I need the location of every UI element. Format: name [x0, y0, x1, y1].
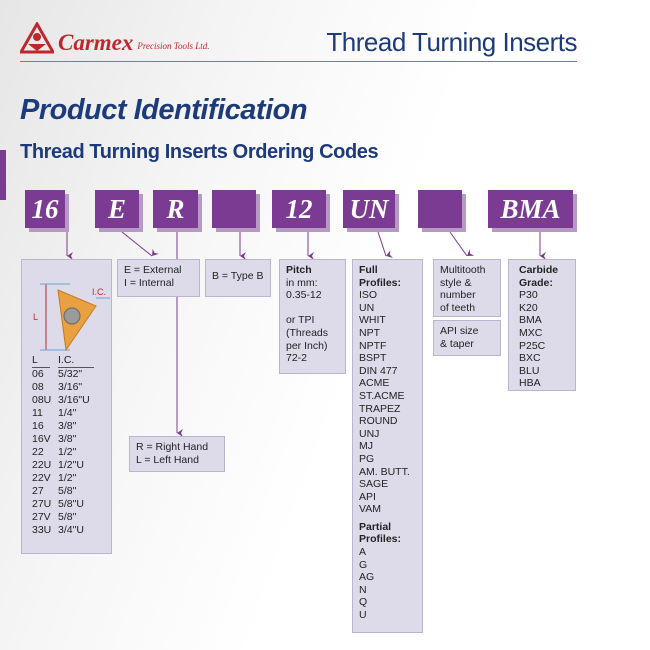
page-title: Product Identification	[20, 94, 308, 126]
profile-item: SAGE	[359, 478, 389, 491]
size-row: 16 3/8"	[32, 420, 77, 432]
size-row: 11 1/4"	[32, 407, 77, 419]
partial-profile-item: A	[359, 546, 367, 559]
partial-profile-item: N	[359, 583, 367, 596]
code-hand: R	[153, 190, 198, 228]
section-marker	[0, 150, 6, 200]
grade-item: MXC	[519, 326, 543, 339]
profile-item: ST.ACME	[359, 389, 405, 402]
multitooth-line: Multitooth	[440, 264, 486, 276]
multitooth-line: number	[440, 289, 476, 302]
profile-item: ISO	[359, 289, 378, 302]
grade-item: BMA	[519, 314, 542, 327]
hand-right: R = Right Hand	[136, 441, 209, 453]
code-profile: UN	[343, 190, 395, 228]
partial-profile-item: U	[359, 609, 367, 622]
pitch-line: (Threads	[286, 326, 329, 339]
type-box: E = External I = Internal	[117, 259, 200, 297]
pitch-line: per Inch)	[286, 339, 328, 352]
code-pitch: 12	[272, 190, 326, 228]
multitooth-line: style &	[440, 276, 472, 289]
grade-box: Carbide Grade: P30 K20 BMA MXC P25C BXC BLU HBA	[508, 259, 576, 391]
multitooth-line: of teeth	[440, 301, 476, 314]
code-size: 16	[25, 190, 65, 228]
pitch-box: Pitch in mm: 0.35-12 or TPI (Threads per Inc…	[279, 259, 346, 374]
svg-text:L: L	[33, 312, 38, 322]
pitch-line	[286, 302, 339, 315]
size-row: 27U 5/8"U	[32, 498, 84, 510]
size-row: 22V 1/2"	[32, 472, 77, 484]
carmex-logo-icon	[20, 22, 54, 54]
code-typeb	[212, 190, 256, 228]
typeb-text: B = Type B	[212, 270, 264, 282]
type-external: E = External	[124, 264, 182, 276]
profile-item: UNJ	[359, 427, 380, 440]
size-row: 06 5/32"	[32, 368, 83, 380]
profile-item: WHIT	[359, 314, 386, 327]
brand-name: Carmex	[58, 30, 134, 55]
grade-item: K20	[519, 301, 538, 314]
header-divider	[20, 61, 577, 62]
profile-item: VAM	[359, 503, 381, 516]
carmex-logo: Carmex Precision Tools Ltd.	[20, 22, 210, 54]
profile-item: ROUND	[359, 415, 398, 428]
api-box: API size & taper	[433, 320, 501, 356]
svg-text:I.C.: I.C.	[92, 287, 106, 297]
type-internal: I = Internal	[124, 276, 174, 289]
multitooth-box: Multitooth style & number of teeth	[433, 259, 501, 317]
pitch-line: 72-2	[286, 352, 308, 365]
size-table: L I.C. 06 5/32" 08 3/16" 08U 3/16"U 11 1/4" 16 3/…	[32, 354, 104, 537]
partial-profile-item: AG	[359, 571, 375, 584]
code-multitooth	[418, 190, 462, 228]
grade-item: BXC	[519, 352, 541, 365]
hand-left: L = Left Hand	[136, 453, 199, 466]
partial-profile-item: G	[359, 558, 368, 571]
size-table-header: L I.C.	[32, 354, 104, 368]
partial-profile-item: Q	[359, 596, 368, 609]
profile-item: AM. BUTT.	[359, 465, 410, 478]
profile-item: TRAPEZ	[359, 402, 401, 415]
pitch-line: in mm:	[286, 276, 318, 289]
profile-item: MJ	[359, 440, 373, 453]
size-row: 16V 3/8"	[32, 433, 77, 445]
size-row: 08 3/16"	[32, 381, 83, 393]
code-grade: BMA	[488, 190, 573, 228]
profile-item: DIN 477	[359, 364, 398, 377]
brand-subtitle: Precision Tools Ltd.	[137, 41, 210, 51]
profile-item: NPTF	[359, 339, 387, 352]
pitch-line: 0.35-12	[286, 289, 322, 302]
profile-item: UN	[359, 301, 375, 314]
pitch-line: or TPI	[286, 314, 315, 327]
profile-box: Full Profiles: ISO UN WHIT NPT NPTF BSPT DIN 47…	[352, 259, 423, 633]
grade-item: BLU	[519, 364, 540, 377]
profile-item: BSPT	[359, 352, 387, 365]
pitch-title: Pitch	[286, 264, 312, 276]
size-row: 33U 3/4"U	[32, 524, 84, 536]
hand-box: R = Right Hand L = Left Hand	[129, 436, 225, 472]
code-type: E	[95, 190, 139, 228]
size-row: 27V 5/8"	[32, 511, 77, 523]
insert-diagram-icon: L I.C.	[33, 283, 110, 352]
profile-item: PG	[359, 452, 375, 465]
size-row: 08U 3/16"U	[32, 394, 90, 406]
grade-item: HBA	[519, 377, 541, 390]
size-row: 22U 1/2"U	[32, 459, 84, 471]
document-title: Thread Turning Inserts	[326, 27, 577, 57]
typeb-box: B = Type B	[205, 259, 271, 297]
profile-item: API	[359, 490, 376, 503]
size-row: 27 5/8"	[32, 485, 77, 497]
section-title: Thread Turning Inserts Ordering Codes	[20, 141, 379, 163]
grade-item: P25C	[519, 339, 546, 352]
size-box: L I.C. L I.C. 06 5/32" 08 3/16" 08U 3/16"U 11 1…	[21, 259, 112, 554]
profile-item: NPT	[359, 326, 380, 339]
grade-item: P30	[519, 289, 538, 302]
profile-item: ACME	[359, 377, 390, 390]
size-row: 22 1/2"	[32, 446, 77, 458]
